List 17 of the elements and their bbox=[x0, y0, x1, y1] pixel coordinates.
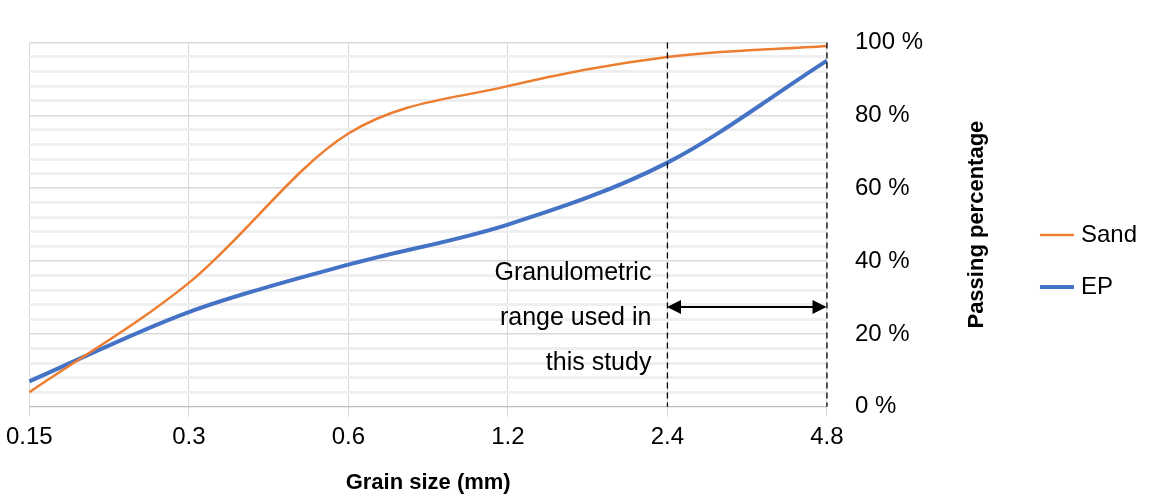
y-tick-label: 80 % bbox=[854, 99, 910, 127]
x-tick-label: 2.4 bbox=[650, 421, 685, 449]
y-tick-label: 20 % bbox=[854, 318, 910, 346]
legend-label: Sand bbox=[1080, 219, 1138, 247]
legend-label: EP bbox=[1080, 271, 1113, 299]
y-tick-label: 60 % bbox=[854, 172, 910, 200]
annotation: Granulometric range used in this study bbox=[494, 256, 652, 375]
x-tick-label: 1.2 bbox=[491, 421, 525, 449]
y-tick-label: 0 % bbox=[854, 391, 897, 419]
x-tick-label: 4.8 bbox=[810, 421, 844, 449]
x-axis-title: Grain size (mm) bbox=[345, 468, 511, 494]
x-tick-label: 0.15 bbox=[6, 421, 53, 449]
y-tick-label: 40 % bbox=[854, 245, 910, 273]
x-tick-label: 0.6 bbox=[331, 421, 366, 449]
y-axis-title: Passing percentage bbox=[963, 120, 989, 329]
y-tick-label: 100 % bbox=[854, 27, 924, 55]
x-tick-label: 0.3 bbox=[172, 421, 206, 449]
